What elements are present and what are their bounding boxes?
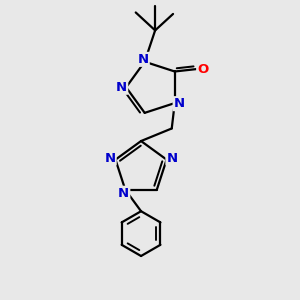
Text: N: N	[174, 97, 185, 110]
Text: N: N	[116, 81, 127, 94]
Text: N: N	[104, 152, 116, 165]
Text: O: O	[197, 63, 208, 76]
Text: N: N	[167, 152, 178, 165]
Text: N: N	[118, 187, 129, 200]
Text: N: N	[138, 53, 149, 66]
